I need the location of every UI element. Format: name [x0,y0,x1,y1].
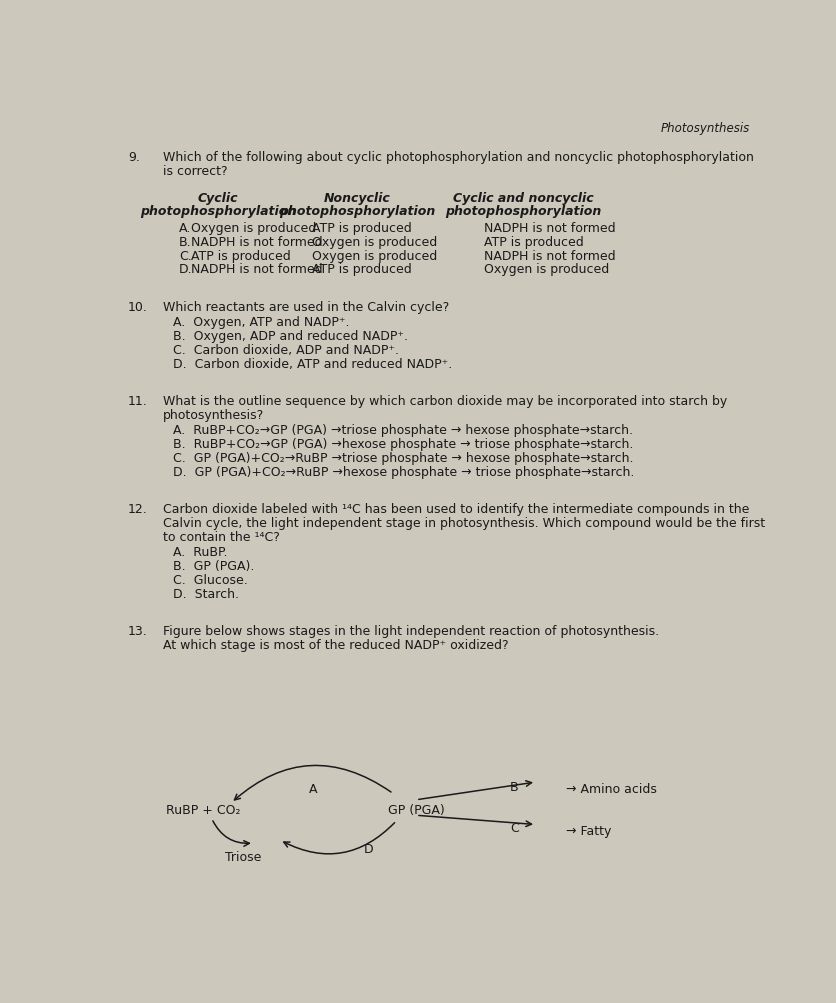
Text: D.: D. [179,263,192,276]
Text: → Amino acids: → Amino acids [566,782,656,795]
Text: A.: A. [179,222,191,235]
Text: ATP is produced: ATP is produced [312,263,411,276]
Text: C: C [509,820,518,833]
Text: 11.: 11. [128,394,147,407]
Text: B.: B. [179,236,191,249]
Text: D.  GP (PGA)+CO₂→RuBP →hexose phosphate → triose phosphate→starch.: D. GP (PGA)+CO₂→RuBP →hexose phosphate →… [172,465,634,478]
Text: → Fatty: → Fatty [566,823,611,837]
Text: D: D [364,842,373,855]
Text: photophosphorylation: photophosphorylation [140,205,296,218]
Text: Oxygen is produced: Oxygen is produced [483,263,609,276]
Text: RuBP + CO₂: RuBP + CO₂ [166,803,241,816]
Text: C.  Carbon dioxide, ADP and NADP⁺.: C. Carbon dioxide, ADP and NADP⁺. [172,344,398,356]
Text: B.  Oxygen, ADP and reduced NADP⁺.: B. Oxygen, ADP and reduced NADP⁺. [172,330,407,343]
Text: At which stage is most of the reduced NADP⁺ oxidized?: At which stage is most of the reduced NA… [163,639,508,652]
Text: Oxygen is produced: Oxygen is produced [312,236,437,249]
Text: 9.: 9. [128,151,140,164]
Text: B.  GP (PGA).: B. GP (PGA). [172,560,254,573]
Text: 13.: 13. [128,625,147,638]
Text: photophosphorylation: photophosphorylation [445,205,600,218]
Text: GP (PGA): GP (PGA) [388,803,444,816]
Text: Calvin cycle, the light independent stage in photosynthesis. Which compound woul: Calvin cycle, the light independent stag… [163,517,764,530]
Text: photophosphorylation: photophosphorylation [279,205,436,218]
Text: Which of the following about cyclic photophosphorylation and noncyclic photophos: Which of the following about cyclic phot… [163,151,753,164]
Text: NADPH is not formed: NADPH is not formed [483,250,615,263]
Text: C.: C. [179,250,191,263]
Text: is correct?: is correct? [163,165,227,179]
Text: D.  Starch.: D. Starch. [172,588,238,601]
Text: Triose: Triose [224,851,261,864]
Text: ATP is produced: ATP is produced [483,236,584,249]
Text: D.  Carbon dioxide, ATP and reduced NADP⁺.: D. Carbon dioxide, ATP and reduced NADP⁺… [172,357,451,370]
Text: A.  RuBP.: A. RuBP. [172,546,227,559]
Text: ATP is produced: ATP is produced [312,222,411,235]
Text: A.  Oxygen, ATP and NADP⁺.: A. Oxygen, ATP and NADP⁺. [172,316,349,329]
Text: C.  Glucose.: C. Glucose. [172,574,247,587]
Text: Cyclic and noncyclic: Cyclic and noncyclic [452,193,593,206]
Text: Cyclic: Cyclic [197,193,238,206]
Text: Figure below shows stages in the light independent reaction of photosynthesis.: Figure below shows stages in the light i… [163,625,658,638]
Text: NADPH is not formed: NADPH is not formed [483,222,615,235]
Text: A.  RuBP+CO₂→GP (PGA) →triose phosphate → hexose phosphate→starch.: A. RuBP+CO₂→GP (PGA) →triose phosphate →… [172,424,632,437]
Text: ATP is produced: ATP is produced [191,250,290,263]
Text: Which reactants are used in the Calvin cycle?: Which reactants are used in the Calvin c… [163,300,449,313]
Text: Noncyclic: Noncyclic [324,193,390,206]
Text: 12.: 12. [128,503,147,516]
Text: photosynthesis?: photosynthesis? [163,408,264,421]
Text: Oxygen is produced: Oxygen is produced [191,222,316,235]
Text: Oxygen is produced: Oxygen is produced [312,250,437,263]
Text: Photosynthesis: Photosynthesis [660,122,749,134]
Text: B.  RuBP+CO₂→GP (PGA) →hexose phosphate → triose phosphate→starch.: B. RuBP+CO₂→GP (PGA) →hexose phosphate →… [172,437,632,450]
Text: 10.: 10. [128,300,148,313]
Text: B: B [509,780,518,793]
Text: C.  GP (PGA)+CO₂→RuBP →triose phosphate → hexose phosphate→starch.: C. GP (PGA)+CO₂→RuBP →triose phosphate →… [172,451,633,464]
Text: NADPH is not formed: NADPH is not formed [191,236,322,249]
Text: A: A [308,782,317,795]
Text: Carbon dioxide labeled with ¹⁴C has been used to identify the intermediate compo: Carbon dioxide labeled with ¹⁴C has been… [163,503,748,516]
Text: What is the outline sequence by which carbon dioxide may be incorporated into st: What is the outline sequence by which ca… [163,394,726,407]
Text: NADPH is not formed: NADPH is not formed [191,263,322,276]
Text: to contain the ¹⁴C?: to contain the ¹⁴C? [163,531,279,544]
